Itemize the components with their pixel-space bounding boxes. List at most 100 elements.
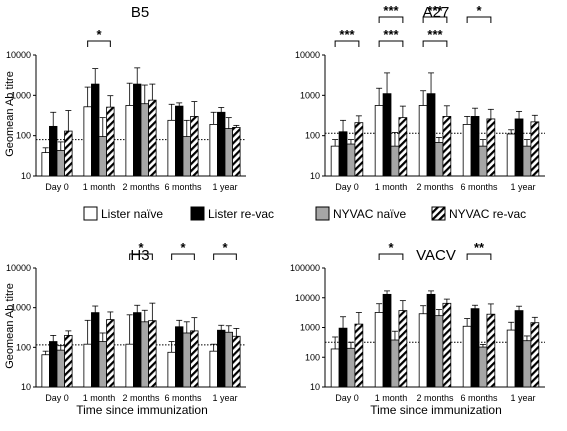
chart-title: VACV — [416, 247, 456, 264]
significance-bracket — [213, 253, 237, 260]
y-tick-label: 1000 — [300, 90, 320, 100]
bar-lister-re-vac — [49, 125, 58, 177]
chart-panel-b5: B5 10 100 1000 10000 Day 0 1 month 2 months 6 mo… — [4, 4, 246, 192]
bar-nyvac-re-vac — [148, 99, 157, 177]
chart-title: H3 — [130, 247, 149, 264]
bar-nyvac-na-ve — [182, 332, 191, 388]
bar-lister-re-vac — [514, 310, 524, 388]
significance-bracket — [378, 253, 404, 260]
x-tick-label: 1 month — [375, 182, 408, 192]
bar-nyvac-na-ve — [478, 145, 488, 177]
bar-nyvac-re-vac — [190, 330, 199, 388]
x-tick-label: 1 year — [212, 182, 237, 192]
bar-lister-na-ve — [462, 124, 472, 177]
x-tick-label: Day 0 — [335, 182, 359, 192]
bar-lister-na-ve — [506, 329, 516, 388]
significance-label: *** — [339, 27, 355, 42]
y-tick-label: 100 — [305, 352, 320, 362]
x-tick-label: 6 months — [460, 182, 498, 192]
bar-nyvac-na-ve — [98, 341, 107, 388]
bar-lister-re-vac — [133, 83, 142, 177]
chart-panel-vacv: VACV 10 100 1000 10000 100000 Day 0 1 month 2 mo… — [290, 240, 545, 417]
legend-swatch-nyvac-naive — [315, 206, 330, 221]
legend-swatch-nyvac-revac — [431, 206, 446, 221]
bar-lister-na-ve — [418, 105, 428, 177]
bar-nyvac-na-ve — [478, 346, 488, 388]
legend-label-nyvac-naive: NYVAC naïve — [333, 207, 406, 221]
bar-lister-re-vac — [514, 118, 524, 177]
y-tick-label: 100000 — [290, 263, 320, 273]
bar-nyvac-re-vac — [530, 121, 540, 177]
y-tick-label: 10000 — [6, 50, 31, 60]
bar-nyvac-na-ve — [140, 321, 149, 388]
x-tick-label: 2 months — [122, 393, 160, 403]
significance-label: * — [222, 240, 228, 255]
bar-lister-re-vac — [338, 131, 348, 177]
significance-label: * — [476, 3, 482, 18]
bar-lister-na-ve — [374, 312, 384, 388]
bar-lister-re-vac — [49, 341, 58, 388]
y-tick-label: 100 — [16, 342, 31, 352]
bar-nyvac-re-vac — [486, 118, 496, 177]
significance-bracket — [422, 40, 448, 47]
bar-lister-na-ve — [167, 119, 176, 177]
y-tick-label: 10000 — [295, 293, 320, 303]
significance-bracket — [378, 40, 404, 47]
significance-label: * — [96, 27, 102, 42]
bar-lister-na-ve — [83, 343, 92, 388]
bar-lister-re-vac — [338, 327, 348, 388]
x-tick-label: 1 month — [83, 182, 116, 192]
x-tick-label: 2 months — [122, 182, 160, 192]
bar-lister-na-ve — [330, 348, 340, 388]
bar-lister-re-vac — [133, 312, 142, 388]
bar-lister-re-vac — [382, 293, 392, 388]
bar-lister-na-ve — [83, 106, 92, 177]
bar-lister-na-ve — [374, 105, 384, 177]
significance-bracket — [87, 40, 111, 47]
x-tick-label: 1 year — [212, 393, 237, 403]
y-tick-label: 1000 — [11, 90, 31, 100]
bar-lister-re-vac — [91, 312, 100, 388]
x-tick-label: 1 year — [510, 182, 535, 192]
x-tick-label: 1 year — [510, 393, 535, 403]
y-tick-label: 10000 — [6, 263, 31, 273]
legend: Lister naïve Lister re-vac NYVAC naïve N… — [83, 206, 526, 221]
y-tick-label: 10 — [21, 171, 31, 181]
significance-bracket — [334, 40, 360, 47]
bar-lister-re-vac — [470, 116, 480, 177]
bar-nyvac-re-vac — [442, 302, 452, 388]
bar-nyvac-re-vac — [106, 106, 115, 177]
x-tick-label: 2 months — [416, 393, 454, 403]
x-axis-label: Time since immunization — [76, 403, 208, 417]
bar-nyvac-re-vac — [232, 335, 241, 388]
bar-lister-na-ve — [41, 354, 50, 388]
bar-nyvac-na-ve — [98, 136, 107, 177]
bar-nyvac-re-vac — [64, 130, 73, 177]
x-tick-label: 1 month — [375, 393, 408, 403]
significance-label: ** — [474, 240, 485, 255]
bar-nyvac-na-ve — [522, 340, 532, 388]
bar-nyvac-na-ve — [56, 349, 65, 388]
bar-lister-na-ve — [418, 313, 428, 388]
x-tick-label: 6 months — [164, 182, 202, 192]
y-tick-label: 1000 — [11, 303, 31, 313]
bar-lister-na-ve — [506, 133, 516, 177]
y-tick-label: 10 — [310, 382, 320, 392]
bar-nyvac-re-vac — [232, 127, 241, 177]
significance-bracket — [378, 16, 404, 23]
bar-nyvac-na-ve — [346, 347, 356, 388]
significance-label: *** — [383, 3, 399, 18]
bar-lister-na-ve — [41, 152, 50, 177]
chart-title: B5 — [131, 4, 149, 21]
legend-swatch-lister-revac — [190, 206, 205, 221]
bar-nyvac-na-ve — [522, 145, 532, 177]
x-tick-label: 2 months — [416, 182, 454, 192]
x-tick-label: 6 months — [164, 393, 202, 403]
legend-label-lister-naive: Lister naïve — [101, 207, 163, 221]
x-axis-label: Time since immunization — [370, 403, 502, 417]
bar-lister-re-vac — [217, 111, 226, 177]
bar-lister-na-ve — [209, 350, 218, 388]
significance-bracket — [422, 16, 448, 23]
